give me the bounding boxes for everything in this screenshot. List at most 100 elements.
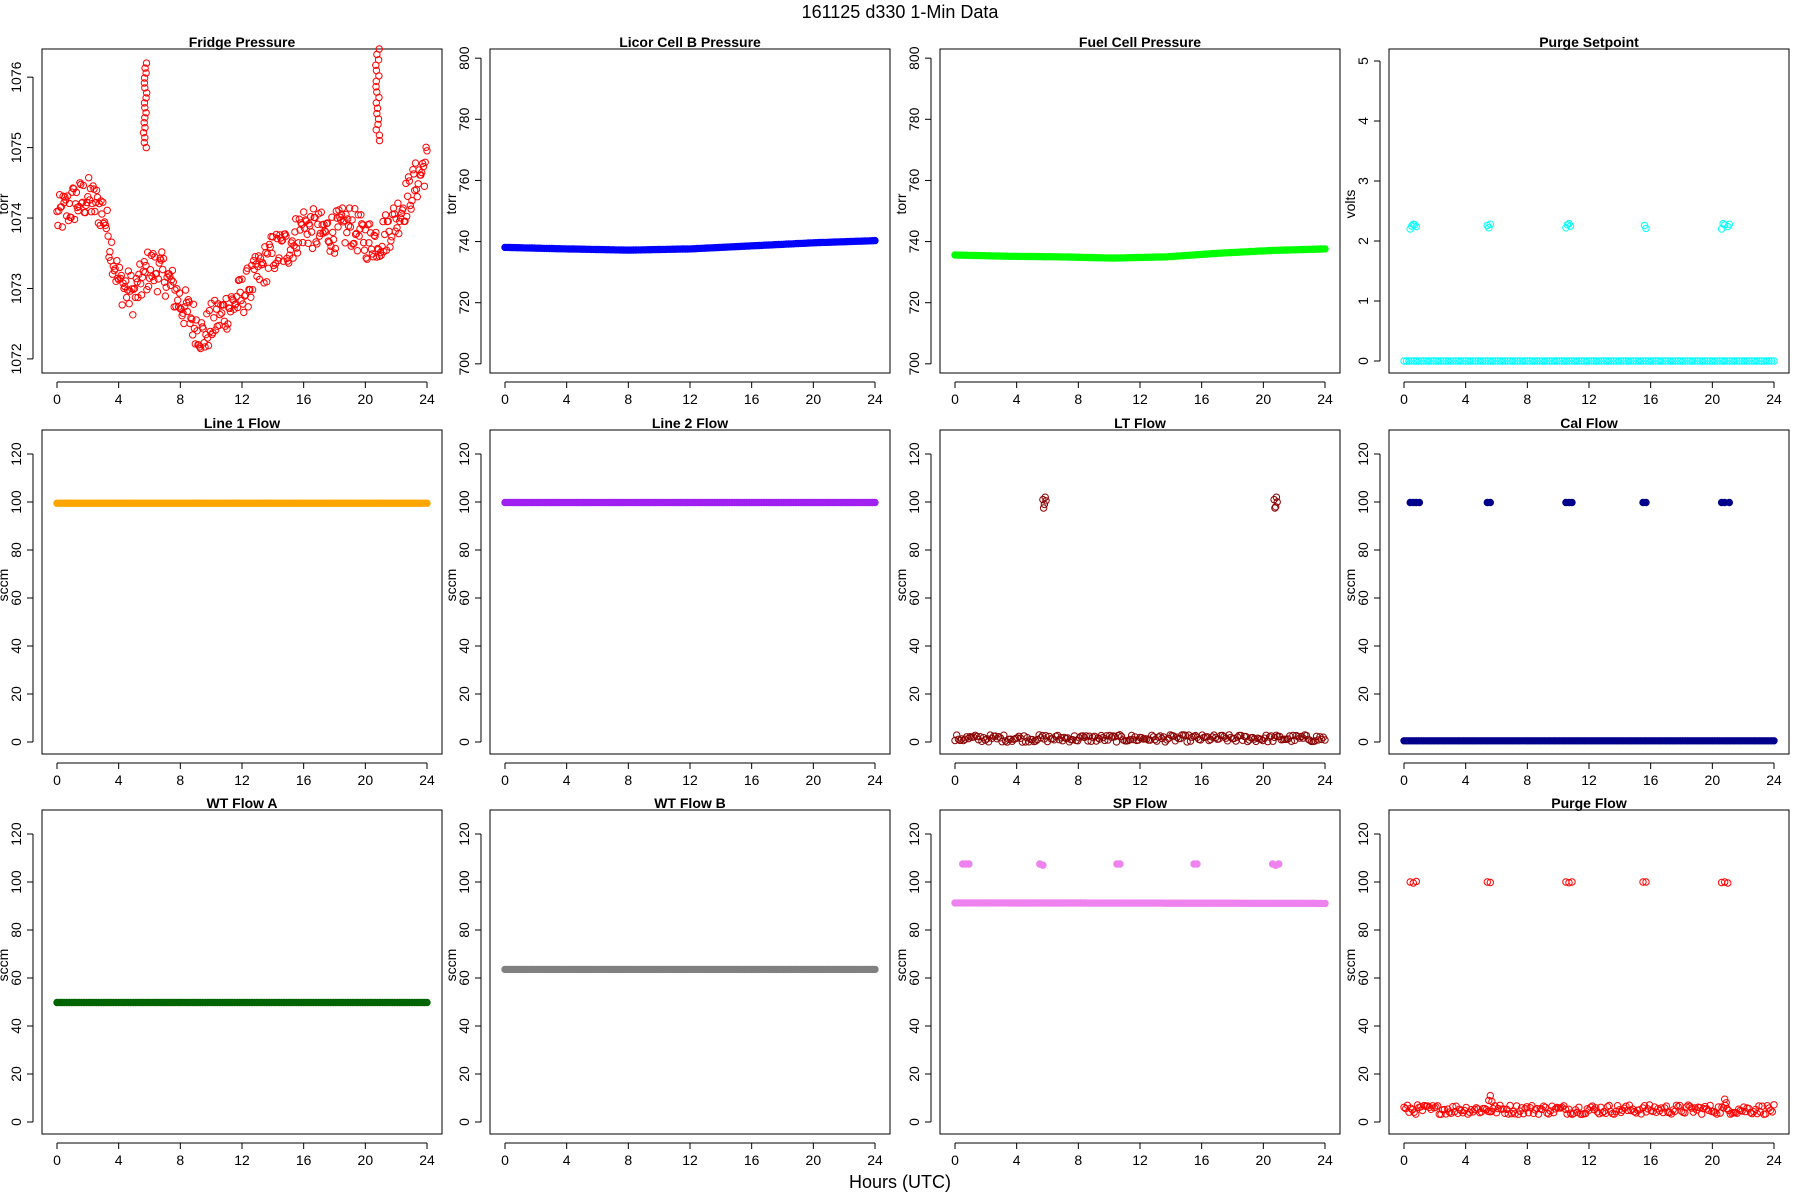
data-point bbox=[411, 159, 420, 167]
data-point bbox=[1407, 357, 1416, 365]
data-point bbox=[1415, 357, 1423, 365]
data-point bbox=[181, 286, 190, 294]
x-tick-label: 24 bbox=[867, 772, 883, 788]
data-point bbox=[277, 237, 286, 245]
data-point bbox=[141, 134, 149, 142]
data-point bbox=[1042, 497, 1050, 505]
data-point bbox=[1725, 357, 1734, 365]
y-tick-label: 60 bbox=[8, 970, 24, 986]
data-point bbox=[1488, 1097, 1496, 1106]
y-tick-label: 760 bbox=[906, 169, 922, 193]
data-point bbox=[390, 210, 399, 218]
data-point bbox=[964, 734, 973, 743]
data-point bbox=[183, 307, 192, 316]
data-point bbox=[1257, 735, 1265, 744]
data-point bbox=[299, 238, 307, 247]
data-point bbox=[1116, 731, 1124, 739]
data-point bbox=[1405, 357, 1413, 365]
data-point bbox=[343, 228, 351, 237]
data-point bbox=[1459, 357, 1467, 365]
plot-frame bbox=[1388, 429, 1790, 755]
data-point bbox=[1748, 357, 1756, 365]
data-point bbox=[1466, 357, 1475, 365]
y-tick-label: 700 bbox=[906, 352, 922, 376]
data-point bbox=[167, 276, 176, 284]
data-point bbox=[976, 733, 984, 741]
data-point bbox=[1592, 1104, 1600, 1112]
x-tick-label: 8 bbox=[1523, 391, 1531, 407]
data-point bbox=[223, 325, 231, 333]
data-point bbox=[1529, 1109, 1538, 1118]
data-point bbox=[309, 205, 318, 213]
x-tick-label: 0 bbox=[1400, 772, 1408, 788]
y-tick-label: 20 bbox=[1355, 686, 1371, 702]
y-axis-label: torr bbox=[443, 193, 459, 214]
data-point bbox=[1642, 878, 1650, 886]
panel-title: WT Flow A bbox=[206, 795, 277, 811]
data-point bbox=[1306, 736, 1314, 744]
data-point bbox=[122, 277, 130, 285]
x-tick-label: 12 bbox=[234, 772, 250, 788]
x-tick-label: 16 bbox=[744, 772, 760, 788]
data-point bbox=[1269, 737, 1277, 745]
y-tick-label: 0 bbox=[1355, 1118, 1371, 1126]
data-point bbox=[139, 129, 148, 137]
data-point bbox=[1718, 357, 1726, 365]
data-point bbox=[329, 228, 337, 237]
data-point bbox=[234, 276, 243, 285]
data-point bbox=[956, 736, 964, 745]
data-point bbox=[1656, 357, 1665, 365]
data-point bbox=[1681, 357, 1689, 365]
data-point bbox=[1575, 1103, 1583, 1112]
data-point bbox=[388, 233, 396, 241]
y-tick-label: 40 bbox=[8, 1018, 24, 1034]
data-point bbox=[1439, 357, 1448, 365]
y-tick-label: 780 bbox=[456, 107, 472, 131]
x-tick-label: 20 bbox=[806, 1152, 822, 1168]
chart-panel: Fuel Cell Pressure 0 4 8 12 16 20 24 700 720 740 76… bbox=[893, 34, 1341, 407]
data-point bbox=[233, 303, 242, 312]
data-point bbox=[308, 244, 317, 253]
y-tick-label: 120 bbox=[456, 822, 472, 846]
data-point bbox=[1154, 733, 1163, 741]
plot-frame bbox=[489, 809, 891, 1135]
data-point bbox=[113, 256, 121, 265]
data-point bbox=[127, 271, 135, 280]
data-point bbox=[1624, 1106, 1632, 1115]
x-tick-label: 16 bbox=[1194, 772, 1210, 788]
data-point bbox=[1630, 1108, 1639, 1116]
data-point bbox=[259, 260, 267, 268]
data-point bbox=[1698, 357, 1707, 365]
chart-panel: Licor Cell B Pressure 0 4 8 12 16 20 24 700 720 74… bbox=[443, 34, 891, 407]
data-point bbox=[115, 263, 124, 272]
x-tick-label: 24 bbox=[1317, 1152, 1333, 1168]
data-point bbox=[965, 860, 973, 868]
data-point bbox=[1605, 1101, 1613, 1110]
y-tick-label: 120 bbox=[1355, 442, 1371, 466]
y-tick-label: 1072 bbox=[8, 343, 24, 374]
data-point bbox=[142, 143, 151, 152]
data-point bbox=[374, 120, 382, 129]
data-point bbox=[55, 207, 63, 215]
x-tick-label: 16 bbox=[1643, 1152, 1659, 1168]
x-tick-label: 4 bbox=[1462, 391, 1470, 407]
data-point bbox=[129, 311, 137, 319]
data-point bbox=[1592, 357, 1601, 365]
data-point bbox=[292, 215, 300, 223]
data-point bbox=[137, 280, 145, 288]
data-point bbox=[1558, 357, 1566, 365]
data-point bbox=[1691, 357, 1699, 365]
data-point bbox=[141, 114, 149, 122]
data-point bbox=[1454, 357, 1463, 365]
data-point bbox=[1728, 357, 1736, 365]
data-point bbox=[141, 124, 149, 132]
data-point bbox=[381, 211, 390, 219]
data-point bbox=[216, 310, 224, 319]
data-point bbox=[85, 174, 93, 182]
plot-frame bbox=[939, 809, 1341, 1135]
x-tick-label: 0 bbox=[53, 772, 61, 788]
data-point bbox=[289, 254, 297, 262]
data-point bbox=[322, 228, 330, 236]
data-point bbox=[414, 180, 422, 188]
